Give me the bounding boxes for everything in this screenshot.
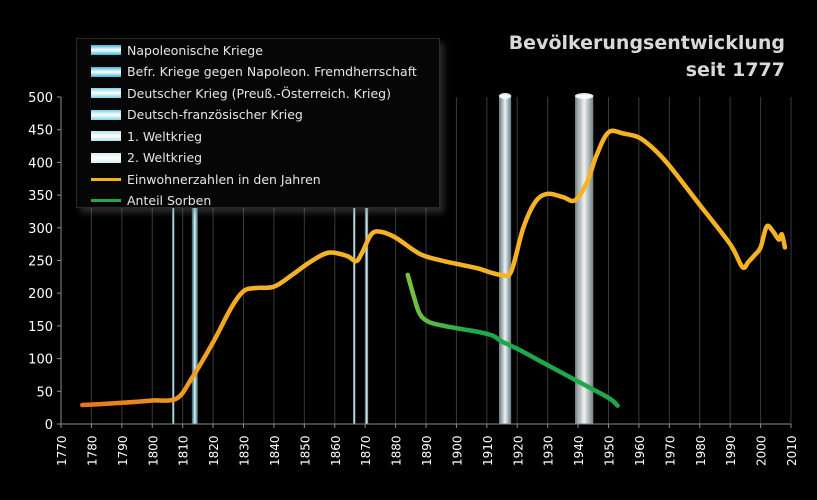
legend-item-4: 1. Weltkrieg: [91, 126, 202, 146]
legend-swatch-4: [91, 131, 121, 141]
y-tick-label-200: 200: [28, 287, 53, 302]
x-tick-label-1770: 1770: [55, 435, 69, 466]
chart-title-line2: seit 1777: [685, 59, 785, 81]
x-tick-label-1920: 1920: [511, 435, 525, 466]
legend-label-2: Deutscher Krieg (Preuß.-Österreich. Krie…: [127, 85, 391, 101]
war-band-4: [499, 95, 512, 424]
legend-swatch-1: [91, 66, 121, 77]
x-tick-label-1910: 1910: [481, 435, 495, 466]
legend-label-0: Napoleonische Kriege: [127, 42, 263, 58]
x-tick-label-1960: 1960: [633, 435, 647, 466]
x-tick-label-1980: 1980: [694, 435, 708, 466]
y-tick-label-0: 0: [45, 418, 53, 433]
legend-swatch-0: [91, 45, 121, 55]
legend-item-6: Einwohnerzahlen in den Jahren: [91, 169, 321, 189]
legend-item-1: Befr. Kriege gegen Napoleon. Fremdherrsc…: [91, 62, 417, 82]
y-tick-label-450: 450: [28, 124, 53, 139]
war-band-0: [172, 95, 175, 424]
x-tick-label-1990: 1990: [724, 435, 738, 466]
war-band-1: [191, 95, 198, 424]
series-line-0: [80, 128, 788, 408]
x-tick-label-1810: 1810: [177, 435, 191, 466]
y-tick-label-50: 50: [36, 385, 53, 400]
legend-swatch-5: [91, 152, 121, 163]
chart-title-line1: Bevölkerungsentwicklung: [508, 32, 785, 54]
y-tick-label-300: 300: [28, 222, 53, 237]
x-tick-label-1820: 1820: [207, 435, 221, 466]
legend-swatch-3: [91, 109, 121, 120]
legend-item-2: Deutscher Krieg (Preuß.-Österreich. Krie…: [91, 83, 391, 103]
x-tick-label-1850: 1850: [298, 435, 312, 466]
legend-label-1: Befr. Kriege gegen Napoleon. Fremdherrsc…: [127, 64, 417, 79]
x-tick-label-1790: 1790: [116, 435, 130, 466]
x-tick-label-2000: 2000: [755, 435, 769, 466]
x-tick-label-1860: 1860: [329, 435, 343, 466]
x-tick-label-1840: 1840: [268, 435, 282, 466]
legend-label-3: Deutsch-französischer Krieg: [127, 107, 303, 122]
x-tick-label-1890: 1890: [420, 435, 434, 466]
legend: Napoleonische Kriege Befr. Kriege gegen N…: [76, 38, 440, 208]
legend-label-7: Anteil Sorben: [127, 193, 212, 208]
legend-item-7: Anteil Sorben: [91, 191, 211, 211]
x-tick-label-1940: 1940: [572, 435, 586, 466]
x-tick-label-1800: 1800: [146, 435, 160, 466]
legend-item-5: 2. Weltkrieg: [91, 148, 202, 168]
y-tick-label-250: 250: [28, 255, 53, 270]
x-tick-label-1900: 1900: [450, 435, 464, 466]
legend-label-6: Einwohnerzahlen in den Jahren: [127, 171, 321, 187]
y-tick-label-100: 100: [28, 353, 53, 368]
x-tick-label-2010: 2010: [785, 435, 799, 466]
x-tick-label-1930: 1930: [542, 435, 556, 466]
y-tick-label-500: 500: [28, 91, 53, 106]
war-band-3: [365, 95, 369, 424]
y-tick-label-400: 400: [28, 156, 53, 171]
chart-title: Bevölkerungsentwicklung seit 1777: [509, 30, 785, 84]
x-tick-label-1830: 1830: [238, 435, 252, 466]
legend-swatch-7: [91, 199, 121, 202]
legend-item-3: Deutsch-französischer Krieg: [91, 105, 303, 125]
legend-swatch-6: [91, 177, 121, 181]
x-tick-label-1780: 1780: [85, 435, 99, 466]
legend-item-0: Napoleonische Kriege: [91, 40, 263, 60]
x-tick-label-1970: 1970: [663, 435, 677, 466]
x-tick-label-1950: 1950: [603, 435, 617, 466]
x-tick-label-1880: 1880: [390, 435, 404, 466]
series-line-1: [405, 272, 620, 408]
war-band-cap-5: [575, 93, 594, 99]
y-tick-label-350: 350: [28, 189, 53, 204]
war-band-5: [575, 95, 594, 424]
legend-label-5: 2. Weltkrieg: [127, 150, 203, 165]
legend-swatch-2: [91, 88, 121, 98]
legend-label-4: 1. Weltkrieg: [127, 128, 203, 144]
y-tick-label-150: 150: [28, 320, 53, 335]
war-band-cap-4: [499, 93, 512, 99]
x-tick-label-1870: 1870: [359, 435, 373, 466]
